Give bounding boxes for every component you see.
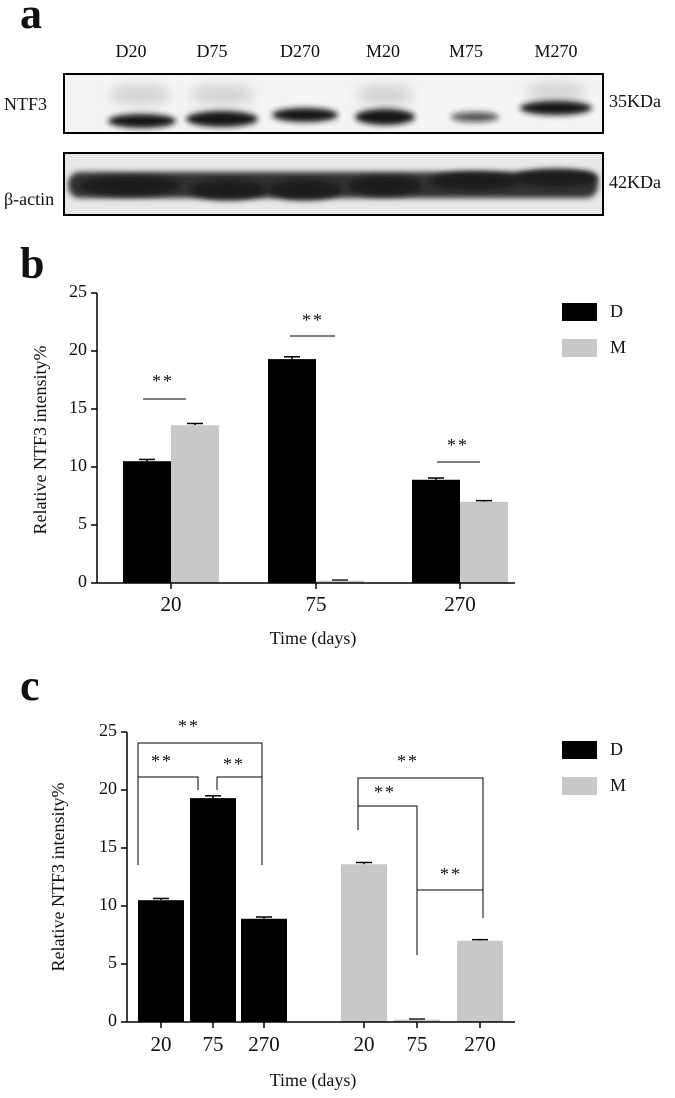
y-axis-label: Relative NTF3 intensity% — [30, 346, 50, 535]
bar — [268, 359, 316, 583]
legend-swatch — [562, 339, 597, 357]
x-tick-label: 20 — [151, 1032, 172, 1056]
x-tick-label: 75 — [407, 1032, 428, 1056]
legend-label: D — [610, 301, 623, 321]
x-tick-label: 270 — [464, 1032, 496, 1056]
significance-bracket — [358, 805, 418, 955]
blot — [63, 73, 604, 216]
x-tick-label: 270 — [248, 1032, 280, 1056]
bar — [341, 864, 387, 1022]
size-label: 35KDa — [609, 91, 661, 111]
x-tick-label: 20 — [161, 592, 182, 616]
significance-label: ** — [397, 751, 419, 771]
y-tick-label: 20 — [69, 339, 87, 359]
y-tick-label: 5 — [78, 513, 87, 533]
y-tick-label: 15 — [99, 836, 117, 856]
x-tick-label: 75 — [306, 592, 327, 616]
significance-bracket — [137, 742, 263, 865]
panel-label: a — [20, 0, 42, 38]
bar — [138, 900, 184, 1022]
legend-swatch — [562, 777, 597, 795]
lane-label: D20 — [116, 41, 147, 61]
x-tick-label: 75 — [203, 1032, 224, 1056]
legend-label: M — [610, 337, 626, 357]
x-tick-label: 20 — [354, 1032, 375, 1056]
significance-bracket — [417, 889, 484, 918]
panel-label: b — [20, 239, 44, 288]
smear — [110, 83, 586, 105]
significance-label: ** — [151, 751, 173, 771]
size-label: 42KDa — [609, 172, 661, 192]
row-label: β-actin — [4, 189, 54, 209]
x-axis-label: Time (days) — [270, 628, 357, 649]
lane-label: D270 — [280, 41, 320, 61]
bands — [108, 101, 592, 128]
significance-bracket — [357, 777, 484, 918]
significance-label: ** — [178, 716, 200, 736]
y-tick-label: 5 — [108, 952, 117, 972]
lane-label: M75 — [449, 41, 483, 61]
bar — [171, 425, 219, 583]
significance-label: ** — [302, 310, 324, 330]
legend-swatch — [562, 741, 597, 759]
legend-label: D — [610, 739, 623, 759]
bar — [457, 940, 503, 1022]
bar — [460, 501, 508, 583]
legend-swatch — [562, 303, 597, 321]
panel-label: c — [20, 661, 40, 710]
y-tick-label: 25 — [99, 720, 117, 740]
significance-label: ** — [440, 864, 462, 884]
significance-label: ** — [447, 435, 469, 455]
y-tick-label: 0 — [108, 1010, 117, 1030]
significance-bracket — [137, 776, 199, 865]
bar — [190, 798, 236, 1022]
bands — [80, 169, 598, 200]
lane-label: M270 — [534, 41, 577, 61]
y-tick-label: 10 — [69, 455, 87, 475]
y-tick-label: 15 — [69, 397, 87, 417]
row-label: NTF3 — [4, 94, 47, 114]
bar — [316, 580, 364, 583]
y-tick-label: 20 — [99, 778, 117, 798]
y-tick-label: 25 — [69, 281, 87, 301]
bar — [394, 1019, 440, 1022]
y-tick-label: 10 — [99, 894, 117, 914]
bar — [412, 479, 460, 583]
y-tick-label: 0 — [78, 571, 87, 591]
legend-label: M — [610, 775, 626, 795]
x-tick-label: 270 — [444, 592, 476, 616]
significance-label: ** — [223, 754, 245, 774]
significance-label: ** — [152, 371, 174, 391]
y-axis-label: Relative NTF3 intensity% — [48, 783, 68, 972]
bar — [123, 461, 171, 583]
x-axis-label: Time (days) — [270, 1070, 357, 1091]
bar — [241, 918, 287, 1022]
lane-label: D75 — [197, 41, 228, 61]
significance-label: ** — [374, 782, 396, 802]
lane-label: M20 — [366, 41, 400, 61]
